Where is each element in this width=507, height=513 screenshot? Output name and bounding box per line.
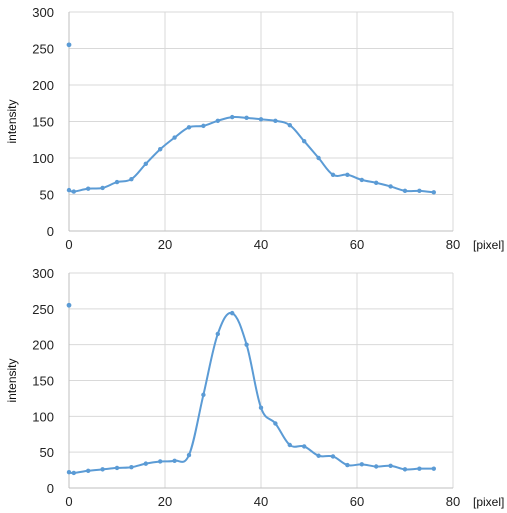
data-point (158, 147, 163, 152)
data-point (86, 186, 91, 191)
y-tick-label: 0 (47, 224, 54, 239)
data-point (431, 190, 436, 195)
data-point (129, 176, 134, 182)
data-point (273, 118, 278, 123)
data-point (359, 177, 364, 183)
x-tick-label: 0 (65, 237, 72, 252)
data-point (287, 122, 292, 128)
data-point (345, 172, 350, 177)
data-point (201, 123, 206, 129)
y-tick-label: 50 (40, 445, 54, 460)
x-tick-label: 80 (446, 237, 460, 252)
series-line (68, 311, 434, 474)
data-point (215, 118, 220, 123)
x-tick-label: 40 (254, 237, 268, 252)
data-point (374, 180, 379, 186)
data-point (71, 470, 77, 476)
data-point (287, 442, 292, 448)
data-point (186, 125, 192, 130)
outlier-point (66, 42, 72, 48)
y-tick-label: 200 (32, 338, 54, 353)
y-tick-label: 300 (32, 5, 54, 20)
y-tick-label: 50 (40, 188, 54, 203)
data-point (186, 452, 192, 458)
data-point (114, 179, 120, 185)
intensity-chart-bottom: 0 50 100 150 200 250 300 0 20 40 60 80 [pixel] intens… (5, 266, 504, 509)
data-point (345, 462, 350, 468)
data-point (302, 139, 307, 144)
x-tick-label: 60 (350, 237, 364, 252)
y-axis-label: intensity (5, 358, 19, 402)
data-point (273, 421, 278, 426)
x-tick-label: 60 (350, 494, 364, 509)
data-point (158, 459, 163, 464)
x-tick-label: 20 (158, 494, 172, 509)
data-point (201, 392, 206, 398)
data-point (431, 466, 436, 471)
data-point (388, 184, 393, 189)
data-point (388, 463, 393, 468)
y-tick-label: 100 (32, 409, 54, 424)
data-point (244, 115, 249, 121)
data-point (100, 467, 105, 472)
x-tick-label: 0 (65, 494, 72, 509)
intensity-chart-top: 0 50 100 150 200 250 300 0 20 40 60 80 [pixel] intens… (5, 5, 504, 252)
data-point (258, 117, 264, 122)
data-point (258, 405, 264, 410)
x-tick-label: 20 (158, 237, 172, 252)
y-tick-label: 100 (32, 151, 54, 166)
y-tick-label: 300 (32, 266, 54, 281)
y-tick-label: 200 (32, 78, 54, 93)
data-point (374, 464, 379, 469)
data-point (172, 135, 177, 140)
x-axis-label: [pixel] (473, 238, 504, 252)
data-point (143, 461, 148, 466)
data-point (129, 465, 134, 470)
data-point (114, 465, 120, 471)
data-point (417, 466, 422, 471)
data-point (330, 172, 336, 177)
x-axis-label: [pixel] (473, 495, 504, 509)
data-point (100, 185, 105, 191)
data-point (230, 114, 235, 120)
y-tick-label: 250 (32, 302, 54, 317)
data-point (330, 454, 336, 459)
data-point (316, 155, 321, 161)
y-tick-label: 150 (32, 115, 54, 130)
x-tick-label: 80 (446, 494, 460, 509)
data-point (66, 187, 72, 193)
data-point (359, 462, 364, 467)
data-point (230, 310, 235, 316)
y-tick-label: 0 (47, 481, 54, 496)
series-line (68, 115, 434, 194)
y-axis-label: intensity (5, 99, 19, 143)
y-tick-label: 250 (32, 42, 54, 57)
data-point (71, 189, 77, 194)
outlier-point (66, 302, 72, 308)
data-point (402, 467, 408, 472)
y-tick-label: 150 (32, 374, 54, 389)
data-point (402, 188, 408, 194)
data-point (302, 444, 307, 449)
data-point (244, 342, 249, 347)
data-point (417, 188, 422, 194)
data-point (215, 331, 220, 337)
x-tick-label: 40 (254, 494, 268, 509)
data-point (316, 453, 321, 458)
data-point (172, 458, 177, 463)
data-point (143, 161, 148, 167)
data-point (66, 470, 72, 475)
data-point (86, 468, 91, 473)
